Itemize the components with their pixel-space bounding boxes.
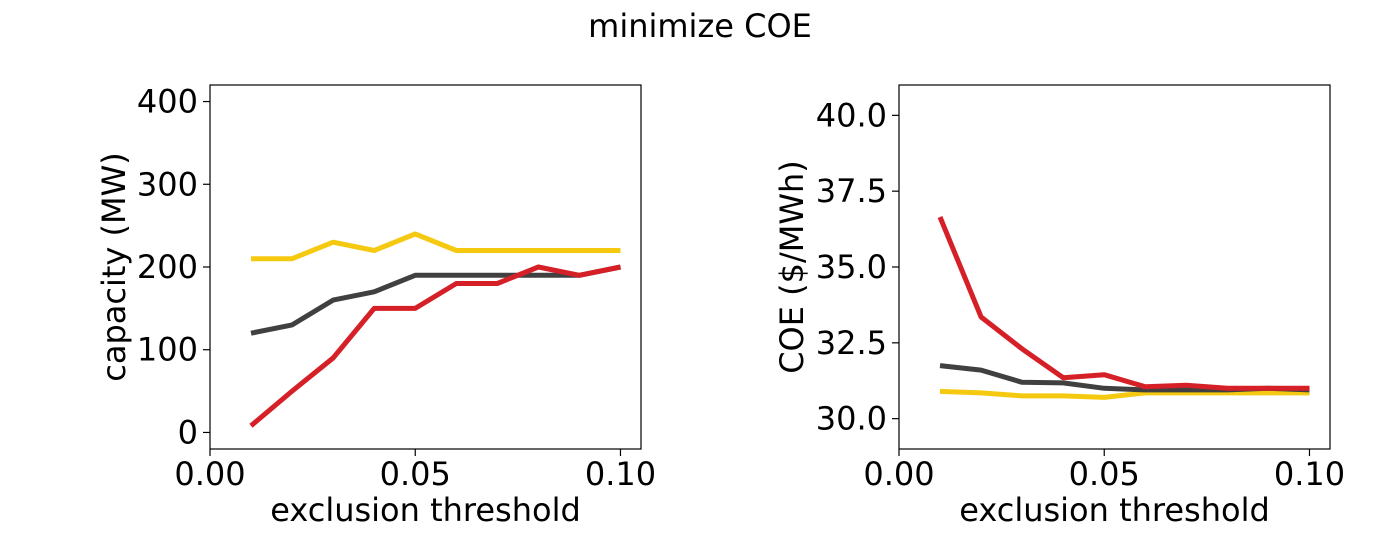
x-tick-label: 0.05 (1069, 455, 1140, 493)
series-line-3 (937, 216, 1310, 391)
y-tick-label: 400 (137, 83, 198, 121)
y-tick-label: 40.0 (816, 96, 887, 134)
x-tick-label: 0.05 (380, 455, 451, 493)
series-line-1 (939, 388, 1310, 400)
y-tick-label: 32.5 (816, 324, 887, 362)
y-tick-label: 300 (137, 165, 198, 203)
plot-frame (209, 84, 642, 450)
series-line-2 (250, 264, 621, 336)
y-axis-label: capacity (MW) (95, 152, 133, 381)
y-axis-label: COE ($/MWh) (773, 160, 811, 374)
y-tick-label: 35.0 (816, 248, 887, 286)
y-tick-label: 200 (137, 248, 198, 286)
x-tick-label: 0.10 (1274, 455, 1345, 493)
x-tick-label: 0.00 (863, 455, 934, 493)
y-tick-label: 37.5 (816, 172, 887, 210)
x-axis-label: exclusion threshold (959, 491, 1270, 529)
figure-title: minimize COE (588, 7, 812, 45)
x-tick-label: 0.00 (174, 455, 245, 493)
chart-panel-2: 0.00 0.05 0.10 30.0 32.5 35.0 37.5 40.0 exclusio… (773, 84, 1345, 529)
series-line-1 (251, 231, 621, 262)
y-tick-label: 100 (137, 331, 198, 369)
y-tick-label: 30.0 (816, 400, 887, 438)
x-tick-label: 0.10 (585, 455, 656, 493)
y-tick-label: 0 (178, 413, 198, 451)
series-line-3 (249, 264, 621, 428)
chart-panel-1: 0.00 0.05 0.10 0 100 200 300 400 exclusion thres… (95, 83, 656, 529)
x-axis-label: exclusion threshold (270, 491, 581, 529)
